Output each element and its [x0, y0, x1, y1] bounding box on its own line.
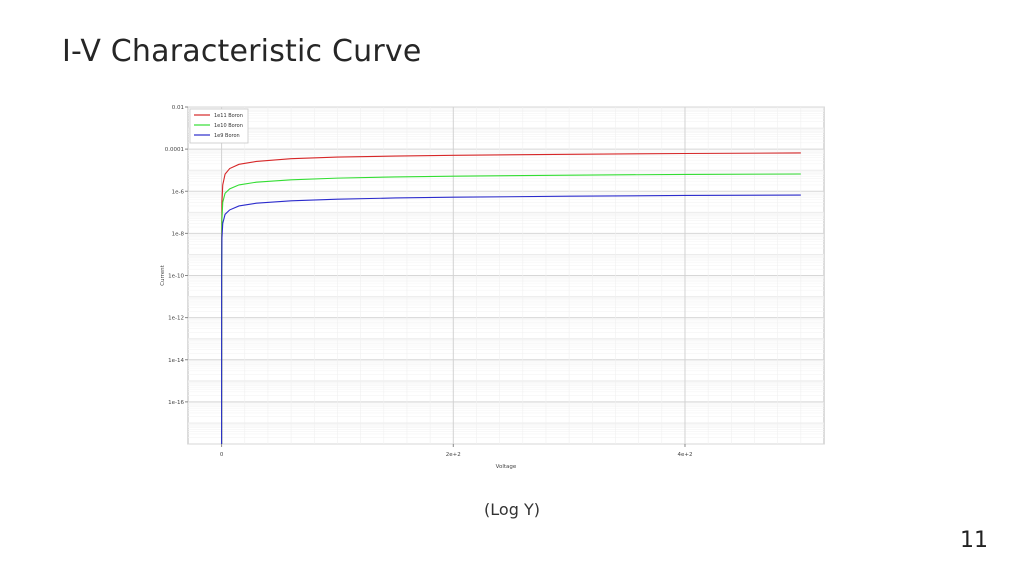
series-line-3 — [221, 194, 801, 444]
x-tick-label: 4e+2 — [677, 452, 692, 458]
legend-label: 1e11 Boron — [214, 113, 243, 119]
y-tick-label: 1e-16 — [168, 400, 184, 406]
page-number: 11 — [960, 528, 988, 553]
x-tick-label: 0 — [220, 452, 224, 458]
y-tick-label: 0.01 — [172, 105, 184, 111]
legend-label: 1e10 Boron — [214, 123, 243, 129]
x-axis-label: Voltage — [496, 464, 517, 470]
series-line-1 — [221, 152, 801, 444]
y-tick-label: 1e-6 — [172, 189, 185, 195]
chart-caption: (Log Y) — [484, 500, 540, 519]
x-tick-label: 2e+2 — [446, 452, 461, 458]
y-tick-label: 1e-12 — [168, 316, 184, 322]
y-axis-label: Current — [160, 264, 166, 286]
y-tick-label: 1e-14 — [168, 358, 184, 364]
y-tick-label: 0.0001 — [165, 147, 184, 153]
series-line-2 — [221, 173, 801, 444]
legend-label: 1e9 Boron — [214, 133, 240, 139]
iv-chart: 0.01 0.0001 1e-6 1e-8 1e-10 1e-12 1e-14 1e-16 0 2… — [158, 102, 828, 472]
y-tick-label: 1e-10 — [168, 274, 184, 280]
slide-title: I-V Characteristic Curve — [62, 34, 422, 69]
chart-svg: 0.01 0.0001 1e-6 1e-8 1e-10 1e-12 1e-14 1e-16 0 2… — [160, 105, 825, 470]
y-tick-label: 1e-8 — [172, 231, 185, 237]
